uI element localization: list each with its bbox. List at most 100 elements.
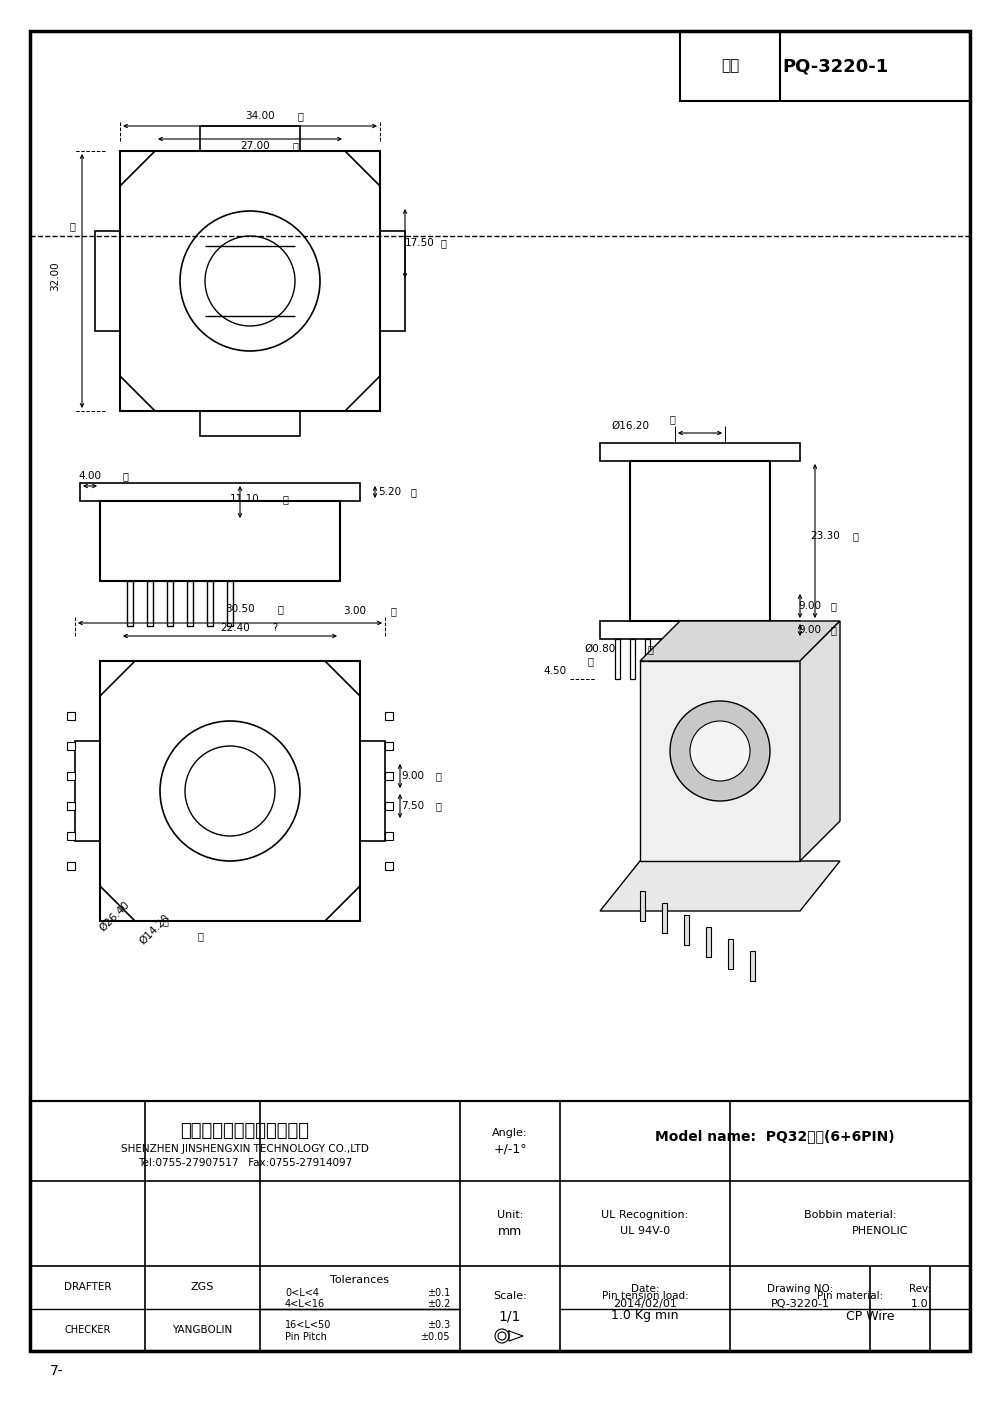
Bar [100,661,360,920]
Text: Ⓕ: Ⓕ [282,495,288,504]
Bar [207,581,213,626]
Text: Pin material:: Pin material: [817,1290,883,1302]
Text: Ø26.40: Ø26.40 [98,899,132,933]
Text: 7.50: 7.50 [401,801,425,811]
Text: Ⓖ: Ⓖ [122,471,128,481]
Bar [227,581,233,626]
Text: 4<L<16: 4<L<16 [285,1299,325,1309]
Text: PQ-3220-1: PQ-3220-1 [782,57,888,76]
Bar [95,231,120,331]
Text: 深圳市金盛鑫科技有限公司: 深圳市金盛鑫科技有限公司 [180,1122,310,1140]
Bar [67,832,75,841]
Text: 32.00: 32.00 [50,261,60,291]
Text: 5.20: 5.20 [378,488,402,497]
Text: Drawing NO:: Drawing NO: [767,1283,833,1295]
Text: Ⓘ: Ⓘ [669,415,675,425]
Text: 30.50: 30.50 [225,604,255,614]
Circle shape [670,700,770,801]
Text: Ⓡ: Ⓡ [197,932,203,941]
Text: Rev:: Rev: [909,1283,931,1295]
Bar [645,639,650,679]
Text: Date:: Date: [631,1283,659,1295]
Bar [385,772,393,780]
Bar [660,639,665,679]
Bar [75,741,100,841]
Text: Bobbin material:: Bobbin material: [804,1210,896,1220]
Text: 1.0: 1.0 [911,1299,929,1309]
Text: SHENZHEN JINSHENGXIN TECHNOLOGY CO.,LTD: SHENZHEN JINSHENGXIN TECHNOLOGY CO.,LTD [121,1145,369,1154]
Bar [600,443,800,461]
Text: Ⓗ: Ⓗ [390,607,396,616]
Text: PQ-3220-1: PQ-3220-1 [770,1299,830,1309]
Text: Angle:: Angle: [492,1128,528,1138]
Bar [385,832,393,841]
Text: 22.40: 22.40 [220,623,250,633]
Text: 17.50: 17.50 [405,238,435,248]
Text: 2014/02/01: 2014/02/01 [613,1299,677,1309]
Bar [735,639,740,679]
Text: Ⓒ: Ⓒ [277,604,283,614]
Bar [680,31,970,101]
Bar [684,915,689,946]
Text: Ⓒ: Ⓒ [69,221,75,231]
Text: 23.30: 23.30 [810,531,840,541]
Text: 4.00: 4.00 [78,471,102,481]
Text: ZGS: ZGS [191,1282,214,1293]
Bar [675,639,680,679]
Bar [385,712,393,720]
Text: 16<L<50: 16<L<50 [285,1320,331,1330]
Text: Ⓟ: Ⓟ [435,771,441,780]
Text: Tolerances: Tolerances [330,1275,390,1285]
Text: Ⓠ: Ⓠ [435,801,441,811]
Polygon shape [600,862,840,911]
Bar [690,639,695,679]
Bar [120,151,380,410]
Text: 9.00: 9.00 [798,625,822,635]
Text: ±0.05: ±0.05 [420,1332,450,1342]
Text: DRAFTER: DRAFTER [64,1282,111,1293]
Bar [67,712,75,720]
Bar [127,581,133,626]
Bar [662,904,667,933]
Bar [630,461,770,621]
Bar [385,801,393,810]
Text: 27.00: 27.00 [240,142,270,151]
Bar [750,951,755,981]
Text: ±0.3: ±0.3 [427,1320,450,1330]
Bar [100,502,340,581]
Bar [706,927,711,957]
Bar [630,639,635,679]
Bar [728,939,733,969]
Bar [200,126,300,151]
Bar [67,862,75,870]
Text: ?: ? [272,623,278,633]
Text: 7-: 7- [50,1365,64,1379]
Text: 9.00: 9.00 [402,771,424,780]
Bar [640,891,645,920]
Bar [720,639,725,679]
Circle shape [690,722,750,780]
Text: Scale:: Scale: [493,1290,527,1302]
Text: UL Recognition:: UL Recognition: [601,1210,689,1220]
Text: 11.10: 11.10 [230,495,260,504]
Text: 4.50: 4.50 [543,665,567,677]
Text: Model name:  PQ32立式(6+6PIN): Model name: PQ32立式(6+6PIN) [655,1129,895,1143]
Bar [380,231,405,331]
Bar [750,639,755,679]
Text: PHENOLIC: PHENOLIC [852,1226,908,1237]
Bar [80,483,360,502]
Text: Ⓢ: Ⓢ [162,916,168,926]
Text: Tel:0755-27907517   Fax:0755-27914097: Tel:0755-27907517 Fax:0755-27914097 [138,1159,352,1168]
Bar [600,621,800,639]
Polygon shape [640,661,800,862]
Text: ±0.2: ±0.2 [427,1299,450,1309]
Text: CHECKER: CHECKER [64,1325,111,1335]
Text: mm: mm [498,1224,522,1238]
Text: 1.0 Kg min: 1.0 Kg min [611,1310,679,1323]
Bar [385,743,393,750]
Text: YANGBOLIN: YANGBOLIN [172,1325,233,1335]
Text: Ⓜ: Ⓜ [647,644,653,654]
Text: 0<L<4: 0<L<4 [285,1288,319,1297]
Bar [360,741,385,841]
Text: Ⓑ: Ⓑ [292,142,298,151]
